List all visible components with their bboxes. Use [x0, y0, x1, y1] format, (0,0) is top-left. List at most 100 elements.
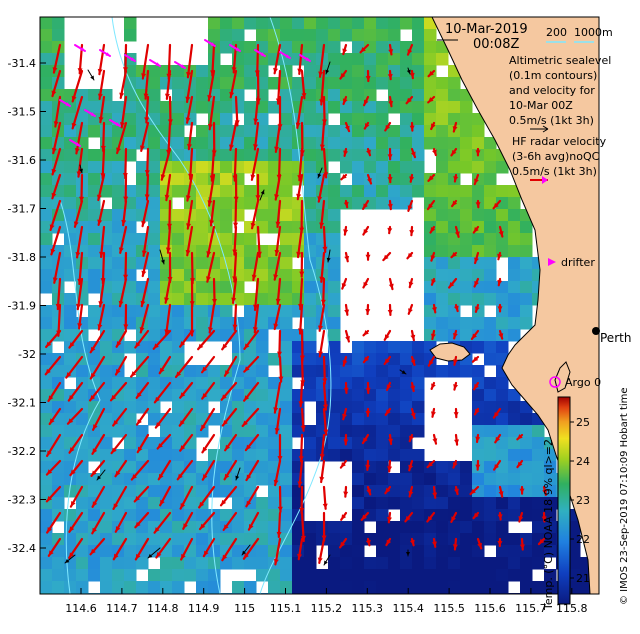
- sst-cell: [196, 557, 209, 570]
- sst-cell: [352, 77, 365, 90]
- sst-cell: [256, 473, 269, 486]
- sst-cell: [376, 569, 389, 582]
- sst-cell: [40, 209, 53, 222]
- sst-cell: [484, 269, 497, 282]
- sst-cell: [364, 77, 377, 90]
- sst-cell: [268, 473, 281, 486]
- sst-cell: [436, 161, 449, 174]
- sst-cell: [376, 197, 389, 210]
- sst-cell: [196, 89, 209, 102]
- sst-cell: [412, 161, 425, 174]
- sst-cell: [304, 581, 317, 594]
- sst-cell: [256, 401, 269, 414]
- sst-cell: [148, 317, 161, 330]
- sst-cell: [256, 317, 269, 330]
- sst-cell: [280, 269, 293, 282]
- sst-cell: [280, 473, 293, 486]
- sst-cell: [208, 389, 221, 402]
- sst-cell: [496, 425, 509, 438]
- sst-cell: [292, 233, 305, 246]
- sst-cell: [184, 89, 197, 102]
- sst-cell: [100, 257, 113, 270]
- sst-cell: [304, 521, 317, 534]
- lon-tick-label: 114.9: [188, 602, 220, 615]
- sst-cell: [328, 557, 341, 570]
- sst-cell: [340, 77, 353, 90]
- sst-cell: [220, 113, 233, 126]
- sst-cell: [280, 329, 293, 342]
- sst-cell: [472, 233, 485, 246]
- sst-cell: [496, 293, 509, 306]
- sst-cell: [484, 473, 497, 486]
- sst-cell: [496, 497, 509, 510]
- sst-cell: [436, 281, 449, 294]
- sst-cell: [112, 209, 125, 222]
- sst-cell: [460, 497, 473, 510]
- sst-cell: [112, 581, 125, 594]
- sst-cell: [196, 281, 209, 294]
- sst-cell: [436, 197, 449, 210]
- sst-cell: [448, 581, 461, 594]
- sst-cell: [220, 209, 233, 222]
- sst-cell: [364, 29, 377, 42]
- sst-cell: [208, 17, 221, 30]
- sst-cell: [208, 161, 221, 174]
- sst-cell: [424, 473, 437, 486]
- sst-cell: [256, 545, 269, 558]
- sst-cell: [328, 293, 341, 306]
- sst-cell: [460, 161, 473, 174]
- sst-cell: [172, 305, 185, 318]
- sst-cell: [400, 389, 413, 402]
- sst-cell: [436, 509, 449, 522]
- sst-cell: [112, 269, 125, 282]
- sst-cell: [172, 125, 185, 138]
- sst-cell: [328, 521, 341, 534]
- sst-cell: [448, 137, 461, 150]
- sst-cell: [148, 305, 161, 318]
- sst-cell: [376, 545, 389, 558]
- sst-cell: [88, 305, 101, 318]
- sst-cell: [328, 449, 341, 462]
- sst-cell: [244, 101, 257, 114]
- sst-cell: [436, 581, 449, 594]
- sst-cell: [256, 365, 269, 378]
- sst-cell: [256, 593, 269, 606]
- sst-cell: [520, 449, 533, 462]
- sst-cell: [148, 581, 161, 594]
- sst-cell: [196, 293, 209, 306]
- sst-cell: [496, 185, 509, 198]
- sst-cell: [460, 149, 473, 162]
- sst-cell: [352, 545, 365, 558]
- sst-cell: [328, 41, 341, 54]
- sst-cell: [484, 557, 497, 570]
- sst-cell: [388, 545, 401, 558]
- sst-cell: [220, 305, 233, 318]
- sst-cell: [436, 485, 449, 498]
- sst-cell: [88, 257, 101, 270]
- sst-cell: [196, 269, 209, 282]
- sst-cell: [376, 173, 389, 186]
- sst-cell: [496, 473, 509, 486]
- sst-cell: [304, 365, 317, 378]
- legend-line-4: 0.5m/s (1kt 3h): [509, 114, 594, 127]
- sst-cell: [196, 581, 209, 594]
- sst-cell: [100, 425, 113, 438]
- sst-cell: [124, 437, 137, 450]
- sst-cell: [304, 185, 317, 198]
- sst-cell: [88, 353, 101, 366]
- sst-cell: [232, 257, 245, 270]
- sst-cell: [388, 401, 401, 414]
- sst-cell: [88, 125, 101, 138]
- sst-cell: [88, 173, 101, 186]
- sst-cell: [472, 413, 485, 426]
- sst-cell: [400, 161, 413, 174]
- sst-cell: [112, 197, 125, 210]
- sst-cell: [364, 413, 377, 426]
- sst-cell: [424, 281, 437, 294]
- sst-cell: [76, 365, 89, 378]
- sst-cell: [292, 29, 305, 42]
- sst-cell: [52, 449, 65, 462]
- sst-cell: [184, 473, 197, 486]
- sst-cell: [352, 497, 365, 510]
- sst-cell: [520, 473, 533, 486]
